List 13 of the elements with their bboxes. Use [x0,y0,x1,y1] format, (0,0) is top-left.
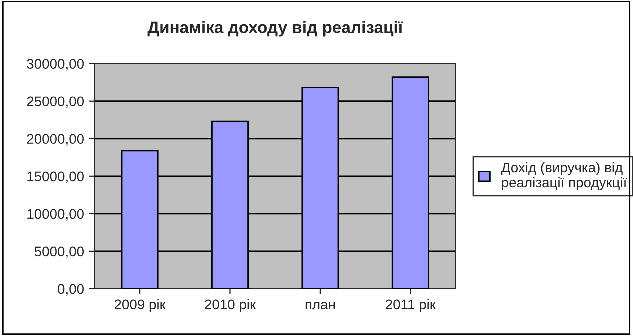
y-tick-label: 15000,00 [28,172,84,184]
x-tick-label: 2009 рік [114,299,166,312]
chart-title: Динаміка доходу від реалізації [148,21,404,37]
y-tick-label: 0,00 [58,284,84,296]
y-tick-label: 5000,00 [34,246,84,258]
y-tick-label: 20000,00 [27,134,84,146]
x-tick-label: план [306,302,336,310]
y-tick-label: 10000,00 [28,209,84,221]
y-tick-label: 25000,00 [27,96,84,108]
y-tick-label: 30000,00 [27,59,84,71]
x-tick-label: 2011 рік [386,299,436,312]
legend-label: Дохід (виручка) від реалізації продукції [501,162,628,190]
x-tick-label: 2010 рік [205,299,256,312]
